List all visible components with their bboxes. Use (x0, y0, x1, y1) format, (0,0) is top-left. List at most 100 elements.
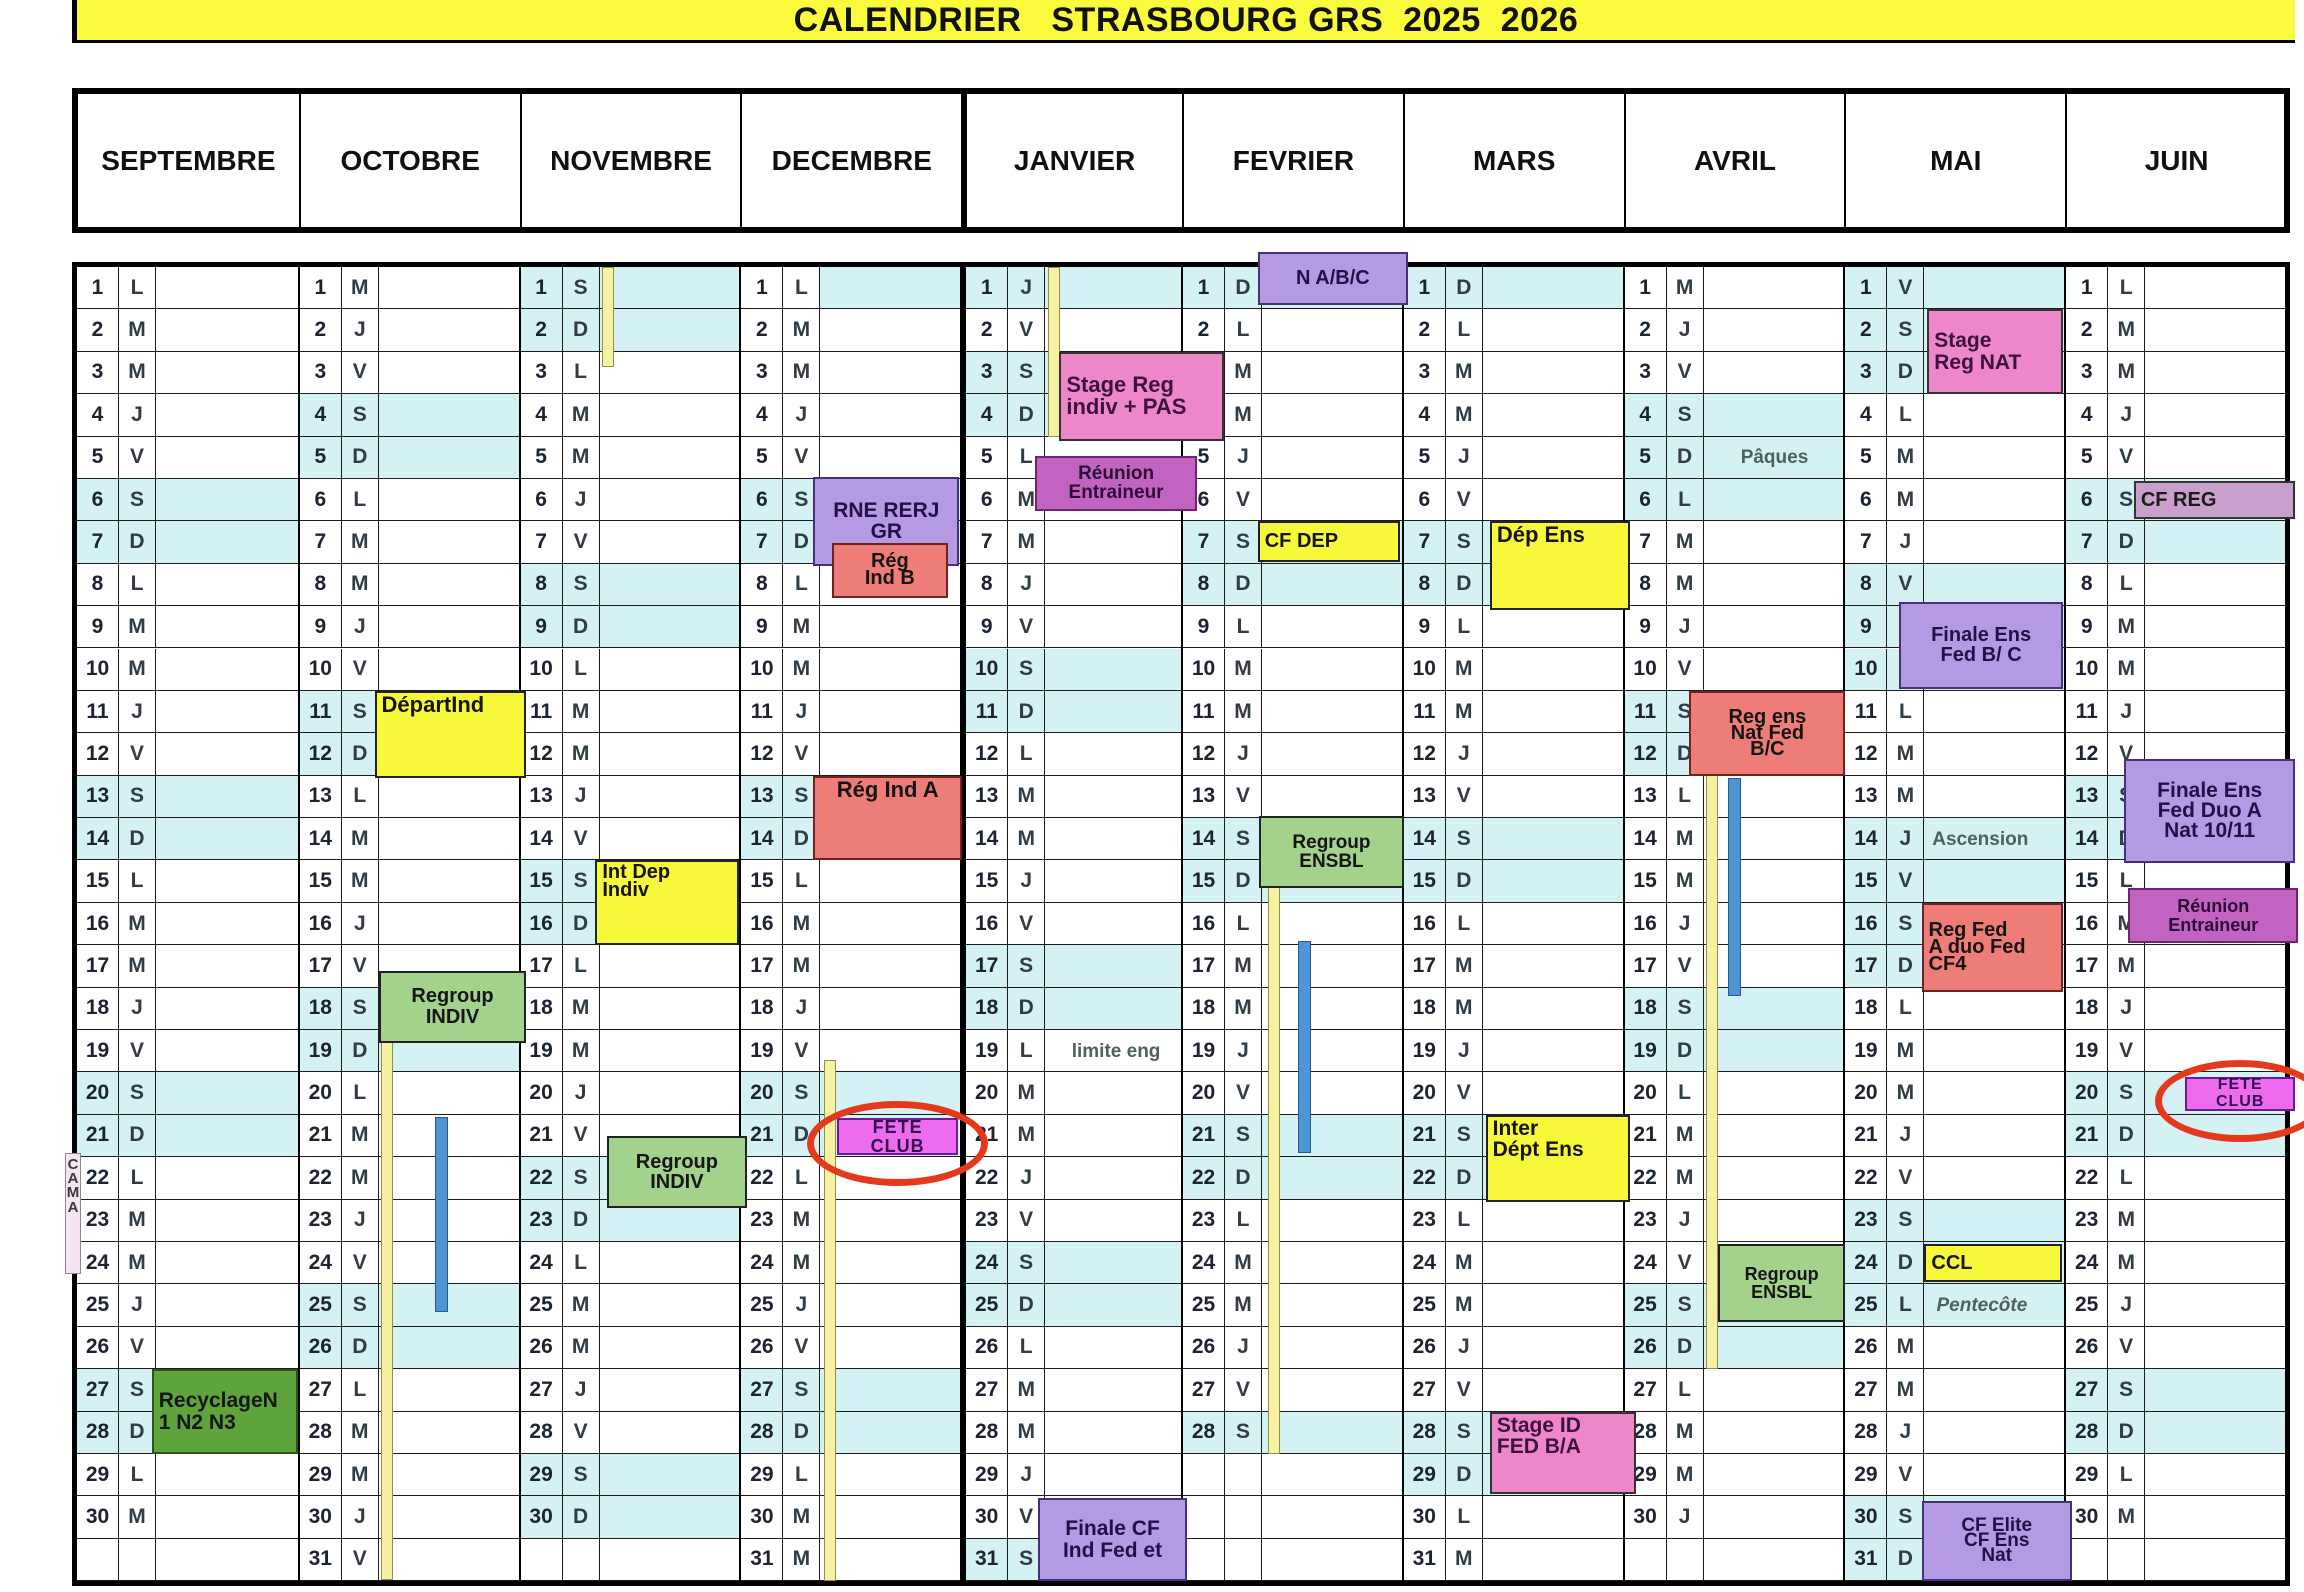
day-row: 27 V (1403, 1369, 1623, 1412)
day-row: 22 J (966, 1157, 1181, 1200)
day-number-cell: 31 (1403, 1538, 1446, 1582)
day-row: 29 S (520, 1453, 740, 1497)
day-row: 18 J (77, 987, 298, 1030)
day-row: 27 S (741, 1369, 961, 1412)
day-letter-cell: J (2108, 1284, 2146, 1327)
day-number-cell: 2 (1624, 309, 1667, 352)
event-box: Inter Dépt Ens (1485, 1114, 1631, 1202)
day-row: 10 M (2066, 648, 2285, 691)
day-number-cell: 23 (77, 1199, 119, 1242)
day-number-cell: 19 (2066, 1030, 2109, 1073)
day-event-cell (599, 1030, 740, 1073)
day-event-cell (1482, 1284, 1623, 1327)
month-column-mars: 1 D 2 L 3 M 4 M 5 J 6 V 7 S 8 D 9 L 10 M 11 M 12 J 13 V 14 S 15 D 16 L 1… (1401, 267, 1636, 1582)
day-number-cell: 2 (966, 309, 1009, 352)
day-number-cell: 21 (741, 1114, 784, 1158)
day-letter-cell: V (1887, 1157, 1925, 1200)
day-number-cell: 12 (299, 733, 342, 776)
day-letter-cell: D (1225, 860, 1262, 903)
day-row: 19 V (741, 1030, 961, 1073)
day-event-cell (1045, 1030, 1181, 1073)
day-number-cell: 6 (966, 478, 1009, 522)
school-vacation-bar (380, 988, 393, 1580)
day-letter-cell: S (562, 267, 600, 310)
day-event-cell (156, 648, 298, 691)
day-event-cell (378, 902, 519, 946)
day-letter-cell: S (783, 1369, 821, 1412)
day-letter-cell: L (1445, 1496, 1483, 1539)
day-number-cell: 1 (2066, 267, 2109, 310)
day-row: 25 D (966, 1284, 1181, 1327)
day-letter-cell: J (119, 987, 156, 1030)
day-row: 26 D (299, 1326, 519, 1370)
day-number-cell: 23 (2066, 1199, 2109, 1242)
day-letter-cell: S (1445, 1114, 1483, 1158)
day-event-cell (2145, 1199, 2285, 1242)
day-letter-cell: M (1666, 1157, 1704, 1200)
day-event-cell (1262, 733, 1402, 776)
day-event-cell (599, 1411, 740, 1454)
day-event-cell (1045, 1411, 1181, 1454)
day-number-cell: 27 (1624, 1369, 1667, 1412)
day-event-cell (156, 1114, 298, 1158)
day-row: 15 M (299, 860, 519, 903)
day-event-cell (599, 351, 740, 395)
day-event-cell (378, 1114, 519, 1158)
day-event-cell (820, 945, 961, 988)
day-row: 12 V (77, 733, 298, 776)
day-event-cell (1924, 733, 2065, 776)
day-row (1183, 1538, 1402, 1582)
day-row: 18 J (741, 987, 961, 1030)
day-row: 10 V (299, 648, 519, 691)
day-event-cell (1482, 860, 1623, 903)
day-event-cell (156, 436, 298, 479)
day-number-cell: 14 (520, 818, 563, 861)
day-letter-cell: L (2108, 1157, 2146, 1200)
day-number-cell: 4 (741, 394, 784, 437)
day-event-cell (1045, 775, 1181, 819)
day-letter-cell: J (1666, 1199, 1704, 1242)
day-row: 12 J (1403, 733, 1623, 776)
day-letter-cell: J (1008, 1157, 1046, 1200)
day-row: 30 M (77, 1496, 298, 1539)
day-letter-cell: S (1445, 1411, 1483, 1454)
day-event-cell (2145, 351, 2285, 395)
day-row: 28 M (966, 1411, 1181, 1454)
day-letter-cell: M (783, 1538, 821, 1582)
day-number-cell: 11 (741, 690, 784, 734)
day-event-cell (1045, 1326, 1181, 1370)
day-number-cell: 8 (2066, 563, 2109, 607)
day-letter-cell: D (1008, 394, 1046, 437)
day-number-cell: 1 (1403, 267, 1446, 310)
day-number-cell: 7 (1183, 521, 1225, 564)
day-row: 13 M (966, 775, 1181, 819)
day-row: 13 M (1845, 775, 2065, 819)
day-row: 23 S (1845, 1199, 2065, 1242)
day-number-cell: 26 (1624, 1326, 1667, 1370)
day-letter-cell: D (119, 521, 156, 564)
day-event-cell (378, 1072, 519, 1115)
day-letter-cell: D (783, 1411, 821, 1454)
day-letter-cell: J (562, 1072, 600, 1115)
day-event-cell (1924, 775, 2065, 819)
school-vacation-bar (1705, 756, 1718, 1370)
day-event-cell (1045, 1157, 1181, 1200)
day-number-cell: 22 (1183, 1157, 1225, 1200)
day-number-cell: 5 (1403, 436, 1446, 479)
day-letter-cell: M (1887, 1326, 1925, 1370)
training-week-bar (1298, 941, 1311, 1153)
day-letter-cell: M (1666, 1411, 1704, 1454)
day-letter-cell: S (119, 1072, 156, 1115)
day-event-cell (1045, 1453, 1181, 1497)
day-letter-cell: L (341, 478, 379, 522)
day-number-cell: 30 (520, 1496, 563, 1539)
day-number-cell: 14 (1624, 818, 1667, 861)
day-event-cell (820, 902, 961, 946)
day-event-cell (820, 1453, 961, 1497)
